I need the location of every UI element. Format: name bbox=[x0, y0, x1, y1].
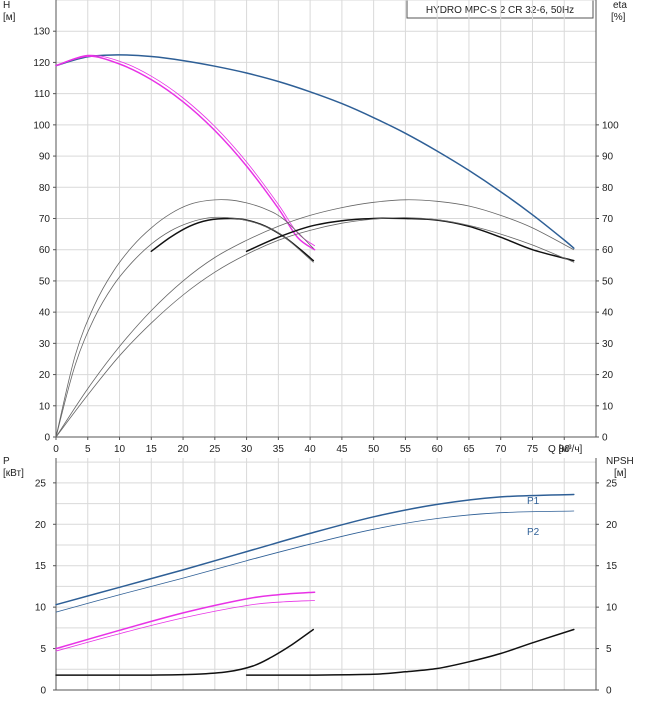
x-tick-label: 65 bbox=[463, 444, 475, 455]
top-left-tick-label: 20 bbox=[39, 370, 51, 381]
axes-layer bbox=[53, 0, 599, 691]
top-left-tick-label: 0 bbox=[44, 433, 50, 444]
bottom-right-tick-label: 25 bbox=[606, 478, 618, 489]
x-tick-label: 20 bbox=[177, 444, 189, 455]
x-tick-label: 45 bbox=[336, 444, 348, 455]
top-left-tick-label: 50 bbox=[39, 276, 51, 287]
top-left-tick-label: 90 bbox=[39, 152, 51, 163]
top-right-tick-label: 80 bbox=[602, 183, 614, 194]
x-tick-label: 40 bbox=[305, 444, 317, 455]
top-right-tick-label: 30 bbox=[602, 339, 614, 350]
bottom-left-tick-label: 20 bbox=[35, 520, 47, 531]
x-tick-label: 30 bbox=[241, 444, 253, 455]
top-left-tick-label: 70 bbox=[39, 214, 51, 225]
x-tick-label: 75 bbox=[527, 444, 539, 455]
bottom-right-tick-label: 10 bbox=[606, 603, 618, 614]
bottom-right-axis-title-npsh: NPSH bbox=[606, 456, 634, 467]
top-left-tick-label: 80 bbox=[39, 183, 51, 194]
top-right-tick-label: 100 bbox=[602, 120, 619, 131]
bottom-right-tick-label: 5 bbox=[606, 644, 612, 655]
top-right-tick-label: 70 bbox=[602, 214, 614, 225]
top-series-line-7 bbox=[55, 199, 575, 438]
bottom-series-line-4 bbox=[55, 628, 315, 676]
series-layer bbox=[55, 54, 575, 676]
top-left-axis-title-h: H bbox=[3, 0, 10, 11]
top-left-tick-label: 10 bbox=[39, 401, 51, 412]
top-series-line-0 bbox=[55, 54, 575, 249]
bottom-series-line-3 bbox=[55, 600, 315, 652]
top-right-tick-label: 50 bbox=[602, 276, 614, 287]
annotation-p1: P1 bbox=[527, 496, 540, 507]
top-right-tick-label: 20 bbox=[602, 370, 614, 381]
bottom-left-axis-title-unit: [кВт] bbox=[3, 468, 24, 479]
top-right-axis-title-unit: [%] bbox=[611, 12, 626, 23]
bottom-series-line-5 bbox=[245, 628, 575, 676]
annotation-p2: P2 bbox=[527, 527, 540, 538]
x-tick-label: 55 bbox=[400, 444, 412, 455]
bottom-series-line-1 bbox=[55, 510, 575, 613]
x-tick-label: 60 bbox=[432, 444, 444, 455]
bottom-left-tick-label: 15 bbox=[35, 561, 47, 572]
top-left-tick-label: 30 bbox=[39, 339, 51, 350]
top-left-axis-title-unit: [м] bbox=[3, 12, 16, 23]
x-tick-label: 70 bbox=[495, 444, 507, 455]
bottom-right-tick-label: 15 bbox=[606, 561, 618, 572]
top-left-tick-label: 110 bbox=[34, 89, 50, 100]
x-tick-label: 0 bbox=[53, 444, 59, 455]
title-box bbox=[406, 0, 594, 19]
grid-layer bbox=[55, 0, 597, 691]
bottom-right-tick-label: 0 bbox=[606, 686, 612, 697]
bottom-left-axis-title-p: P bbox=[3, 456, 10, 467]
tick-labels-layer: 0102030405060708090100110120130010203040… bbox=[33, 27, 619, 697]
top-right-tick-label: 10 bbox=[602, 401, 614, 412]
top-series-line-4 bbox=[55, 199, 314, 438]
bottom-left-tick-label: 25 bbox=[35, 478, 47, 489]
top-series-line-5 bbox=[55, 216, 314, 438]
top-left-tick-label: 40 bbox=[39, 308, 51, 319]
x-tick-label: 50 bbox=[368, 444, 380, 455]
top-right-tick-label: 60 bbox=[602, 245, 614, 256]
x-tick-label: 15 bbox=[146, 444, 158, 455]
chart-title: HYDRO MPC-S 2 CR 32-6, 50Hz bbox=[426, 5, 574, 16]
top-series-line-6 bbox=[245, 217, 575, 262]
x-tick-label: 5 bbox=[85, 444, 91, 455]
top-series-line-8 bbox=[55, 217, 575, 438]
top-left-tick-label: 130 bbox=[33, 27, 50, 38]
top-right-tick-label: 40 bbox=[602, 308, 614, 319]
top-left-tick-label: 120 bbox=[33, 58, 50, 69]
bottom-left-tick-label: 0 bbox=[40, 686, 46, 697]
x-tick-label: 80 bbox=[559, 444, 571, 455]
bottom-series-line-2 bbox=[55, 591, 316, 650]
top-left-tick-label: 100 bbox=[33, 120, 50, 131]
bottom-series-line-0 bbox=[55, 493, 575, 606]
bottom-left-tick-label: 5 bbox=[40, 644, 46, 655]
top-left-tick-label: 60 bbox=[39, 245, 51, 256]
top-right-axis-title-eta: eta bbox=[613, 0, 627, 11]
x-tick-label: 10 bbox=[114, 444, 126, 455]
top-series-line-2 bbox=[55, 54, 315, 247]
top-right-tick-label: 0 bbox=[602, 433, 608, 444]
bottom-right-tick-label: 20 bbox=[606, 520, 618, 531]
top-right-tick-label: 90 bbox=[602, 152, 614, 163]
bottom-right-axis-title-unit: [м] bbox=[614, 468, 627, 479]
x-tick-label: 25 bbox=[209, 444, 221, 455]
top-series-line-1 bbox=[55, 55, 316, 251]
x-tick-label: 35 bbox=[273, 444, 285, 455]
x-axis-title: Q [м³/ч] bbox=[548, 444, 583, 455]
bottom-left-tick-label: 10 bbox=[35, 603, 47, 614]
